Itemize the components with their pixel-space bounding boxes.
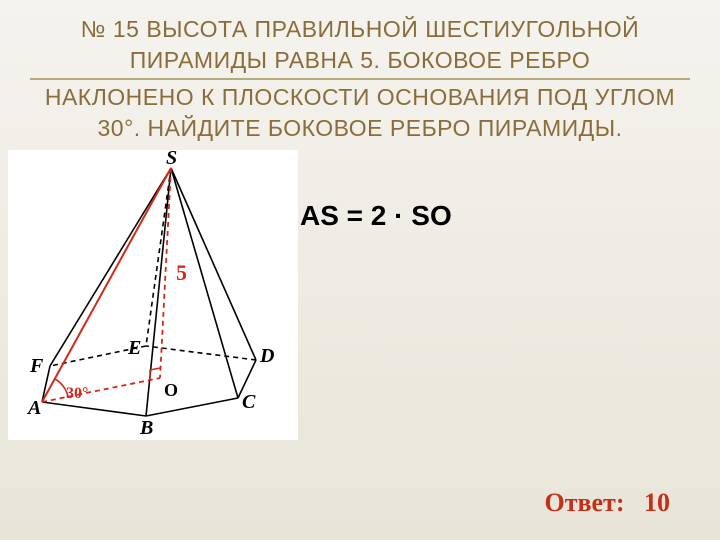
edge-SF xyxy=(50,168,171,366)
angle-value: 30° xyxy=(66,385,88,402)
content-area: S A B C D E F O 5 30° AS = 2 · SO Ответ:… xyxy=(0,150,720,530)
pyramid-svg: S A B C D E F O 5 30° xyxy=(8,150,298,440)
label-A: A xyxy=(26,397,41,419)
answer: Ответ: 10 xyxy=(544,488,670,518)
problem-title-line2: НАКЛОНЕНО К ПЛОСКОСТИ ОСНОВАНИЯ ПОД УГЛО… xyxy=(30,82,690,144)
formula: AS = 2 · SO xyxy=(300,200,452,232)
edge-BC xyxy=(146,398,238,416)
edge-AB xyxy=(42,402,146,416)
segment-SO-height xyxy=(160,168,171,378)
label-F: F xyxy=(29,355,44,377)
problem-title-block: № 15 ВЫСОТА ПРАВИЛЬНОЙ ШЕСТИУГОЛЬНОЙ ПИР… xyxy=(0,0,720,150)
label-O: O xyxy=(164,380,178,400)
height-value: 5 xyxy=(176,260,187,285)
problem-title-line1: № 15 ВЫСОТА ПРАВИЛЬНОЙ ШЕСТИУГОЛЬНОЙ ПИР… xyxy=(30,14,690,80)
label-B: B xyxy=(139,417,153,439)
label-C: C xyxy=(242,391,256,413)
answer-label: Ответ: xyxy=(544,488,624,517)
answer-value: 10 xyxy=(644,488,670,517)
edge-SE xyxy=(146,168,171,346)
label-E: E xyxy=(127,337,141,359)
edge-DE xyxy=(146,346,256,360)
label-S: S xyxy=(166,150,177,169)
pyramid-diagram: S A B C D E F O 5 30° xyxy=(8,150,298,440)
label-D: D xyxy=(259,345,274,367)
